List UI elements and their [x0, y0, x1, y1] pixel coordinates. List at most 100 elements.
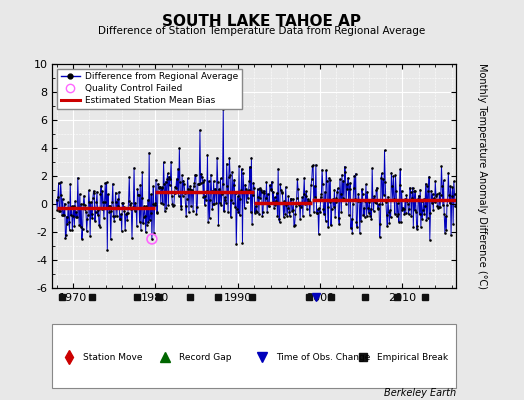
Point: [93, 212, 102, 218]
Point: [365, 198, 374, 205]
Point: [86, 199, 95, 206]
Point: [139, 220, 147, 227]
Point: [232, 190, 240, 196]
Point: [405, 206, 413, 212]
Point: [364, 205, 372, 212]
Point: [281, 210, 289, 217]
Point: [166, 182, 174, 189]
Point: [238, 240, 247, 246]
Point: [380, 147, 389, 154]
Point: [297, 200, 305, 206]
Point: [282, 202, 291, 208]
Point: [298, 194, 307, 201]
Point: [217, 202, 225, 208]
Point: [350, 185, 358, 192]
Point: [199, 194, 208, 200]
Point: [355, 197, 363, 204]
Point: [86, 233, 94, 239]
Point: [365, 209, 373, 216]
Point: [255, 210, 263, 217]
Point: [90, 189, 99, 196]
Point: [198, 174, 206, 180]
Point: [102, 205, 110, 211]
Point: [69, 213, 77, 220]
Point: [165, 173, 173, 180]
Point: [342, 201, 350, 207]
Point: [352, 170, 360, 177]
Point: [107, 208, 116, 214]
Point: [405, 211, 413, 218]
Point: [192, 172, 200, 178]
Point: [235, 163, 243, 169]
Point: [297, 204, 305, 210]
Point: [60, 212, 68, 218]
Point: [205, 178, 213, 184]
Point: [148, 236, 156, 242]
Point: [421, 203, 429, 209]
Point: [103, 246, 112, 253]
Point: [284, 193, 292, 199]
Point: [398, 188, 406, 194]
Point: [113, 213, 121, 219]
Point: [308, 176, 316, 182]
Point: [293, 176, 301, 182]
Point: [341, 168, 350, 175]
Point: [358, 191, 367, 197]
Point: [179, 178, 188, 184]
Point: [230, 182, 238, 188]
Point: [61, 200, 69, 207]
Point: [407, 212, 416, 219]
Point: [430, 195, 438, 202]
Point: [263, 209, 271, 215]
Point: [309, 162, 318, 168]
Point: [100, 215, 108, 221]
Point: [451, 203, 460, 210]
Point: [138, 169, 147, 176]
Point: [421, 180, 430, 187]
Point: [241, 205, 249, 211]
Point: [122, 211, 130, 218]
Point: [370, 193, 378, 200]
Point: [125, 174, 134, 180]
Point: [315, 205, 323, 212]
Point: [429, 206, 438, 213]
Point: [156, 183, 165, 190]
Point: [201, 201, 209, 208]
Point: [277, 189, 286, 196]
Point: [428, 200, 436, 206]
Point: [316, 194, 325, 200]
Point: [159, 159, 168, 165]
Point: [74, 204, 83, 211]
Point: [323, 204, 332, 210]
Point: [378, 170, 386, 176]
Point: [358, 186, 366, 192]
Point: [145, 150, 154, 156]
Point: [445, 191, 453, 198]
Point: [321, 218, 330, 224]
Point: [296, 216, 304, 222]
Point: [112, 199, 121, 206]
Point: [328, 196, 336, 203]
Point: [252, 203, 260, 209]
Point: [181, 190, 189, 196]
Point: [351, 196, 359, 202]
Point: [209, 200, 217, 207]
Point: [345, 212, 353, 218]
Point: [394, 211, 402, 217]
Point: [219, 181, 227, 187]
Point: [417, 223, 425, 230]
Point: [83, 216, 92, 222]
Point: [295, 200, 303, 206]
Point: [394, 200, 402, 206]
FancyBboxPatch shape: [52, 324, 456, 388]
Point: [369, 196, 377, 202]
Point: [446, 183, 455, 190]
Point: [277, 187, 285, 193]
Point: [401, 196, 409, 202]
Point: [177, 203, 185, 209]
Point: [264, 190, 272, 197]
Point: [206, 171, 215, 178]
Point: [161, 208, 169, 214]
Point: [97, 182, 105, 189]
Point: [68, 203, 76, 210]
